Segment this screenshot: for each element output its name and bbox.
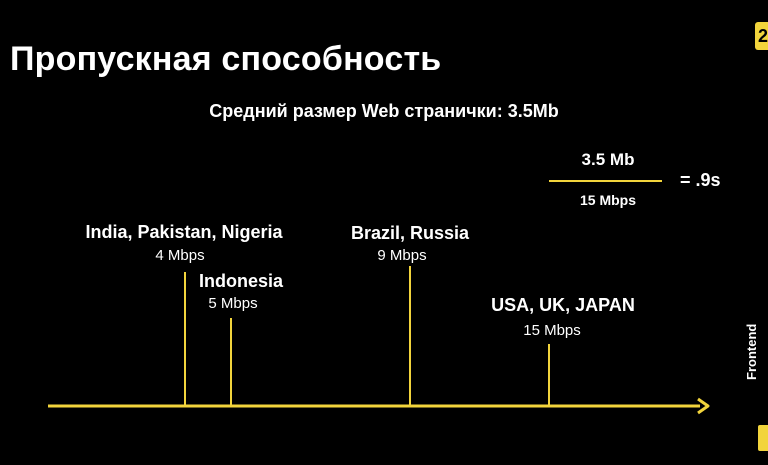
country-label: Brazil, Russia xyxy=(350,223,470,243)
slide-subtitle: Средний размер Web странички: 3.5Mb xyxy=(209,101,559,121)
speed-label: 4 Mbps xyxy=(155,247,205,264)
country-label: USA, UK, JAPAN xyxy=(491,295,635,315)
country-label: Indonesia xyxy=(198,271,284,291)
page-number-badge: 2 xyxy=(755,22,768,50)
speed-label: 15 Mbps xyxy=(523,322,581,339)
side-brand-label: Frontend xyxy=(744,323,759,380)
corner-accent xyxy=(758,425,768,451)
slide-title: Пропускная способность xyxy=(10,40,442,78)
speed-label: 9 Mbps xyxy=(377,247,427,264)
formula-denominator: 15 Mbps xyxy=(579,192,636,208)
country-label: India, Pakistan, Nigeria xyxy=(85,222,283,242)
formula-result: = .9s xyxy=(680,170,721,190)
timeline-arrowhead xyxy=(697,397,710,415)
formula-fraction-bar xyxy=(549,180,662,182)
speed-label: 5 Mbps xyxy=(208,295,258,312)
formula-numerator: 3.5 Mb xyxy=(581,150,635,169)
